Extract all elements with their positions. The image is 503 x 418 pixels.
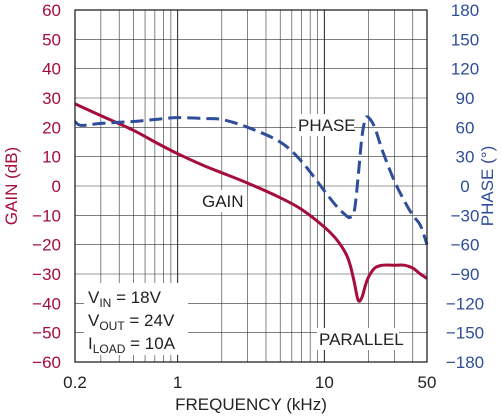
grid [75,10,427,362]
gain-label-bg [200,190,244,212]
right-y-tick-label: −90 [451,265,480,284]
left-y-tick-label: 30 [42,89,61,108]
left-y-tick-label: −40 [32,294,61,313]
left-y-tick-label: 0 [52,177,61,196]
vin-condition: VIN = 18V [88,288,162,310]
series-lines [74,102,429,303]
right-y-tick-label: 120 [451,60,479,79]
x-tick-label: 50 [418,373,437,392]
right-y-tick-label: 0 [460,177,469,196]
x-axis-title: FREQUENCY (kHz) [175,395,327,414]
left-y-tick-label: −30 [32,265,61,284]
tick-labels: 6050403020100−10−20−30−40−50−60180150120… [32,1,484,392]
gain-series-label: GAIN [202,192,244,211]
vout-condition: VOUT = 24V [88,311,175,333]
parallel-label-bg [317,328,399,350]
right-y-tick-label: −120 [446,294,484,313]
right-y-tick-label: 60 [456,118,475,137]
left-y-tick-label: −50 [32,324,61,343]
phase-series-label: PHASE [298,116,356,135]
right-y-tick-label: 180 [451,1,479,20]
left-y-tick-label: −10 [32,206,61,225]
right-y-tick-label: −60 [451,236,480,255]
right-y-tick-label: −180 [446,353,484,372]
left-y-tick-label: 40 [42,60,61,79]
parallel-label: PARALLEL [319,330,404,349]
plot-frame [74,9,428,363]
left-y-tick-label: 20 [42,118,61,137]
left-y-tick-label: 60 [42,1,61,20]
right-axis-title: PHASE (°) [478,146,497,226]
right-y-tick-label: −150 [446,324,484,343]
right-y-tick-label: 30 [456,148,475,167]
phase-label-bg [296,114,354,136]
right-y-tick-label: 90 [456,89,475,108]
right-y-tick-label: −30 [451,206,480,225]
iload-condition: ILOAD = 10A [88,334,176,356]
right-y-tick-label: 150 [451,30,479,49]
left-y-tick-label: −60 [32,353,61,372]
gain-series-line [74,102,428,303]
conditions-box-bg [84,283,188,355]
left-y-tick-label: −20 [32,236,61,255]
phase-series-line [74,115,429,246]
x-tick-label: 10 [315,373,334,392]
left-axis-title: GAIN (dB) [2,147,21,225]
left-y-tick-label: 10 [42,148,61,167]
x-tick-label: 0.2 [63,373,87,392]
x-tick-label: 1 [173,373,182,392]
left-y-tick-label: 50 [42,30,61,49]
